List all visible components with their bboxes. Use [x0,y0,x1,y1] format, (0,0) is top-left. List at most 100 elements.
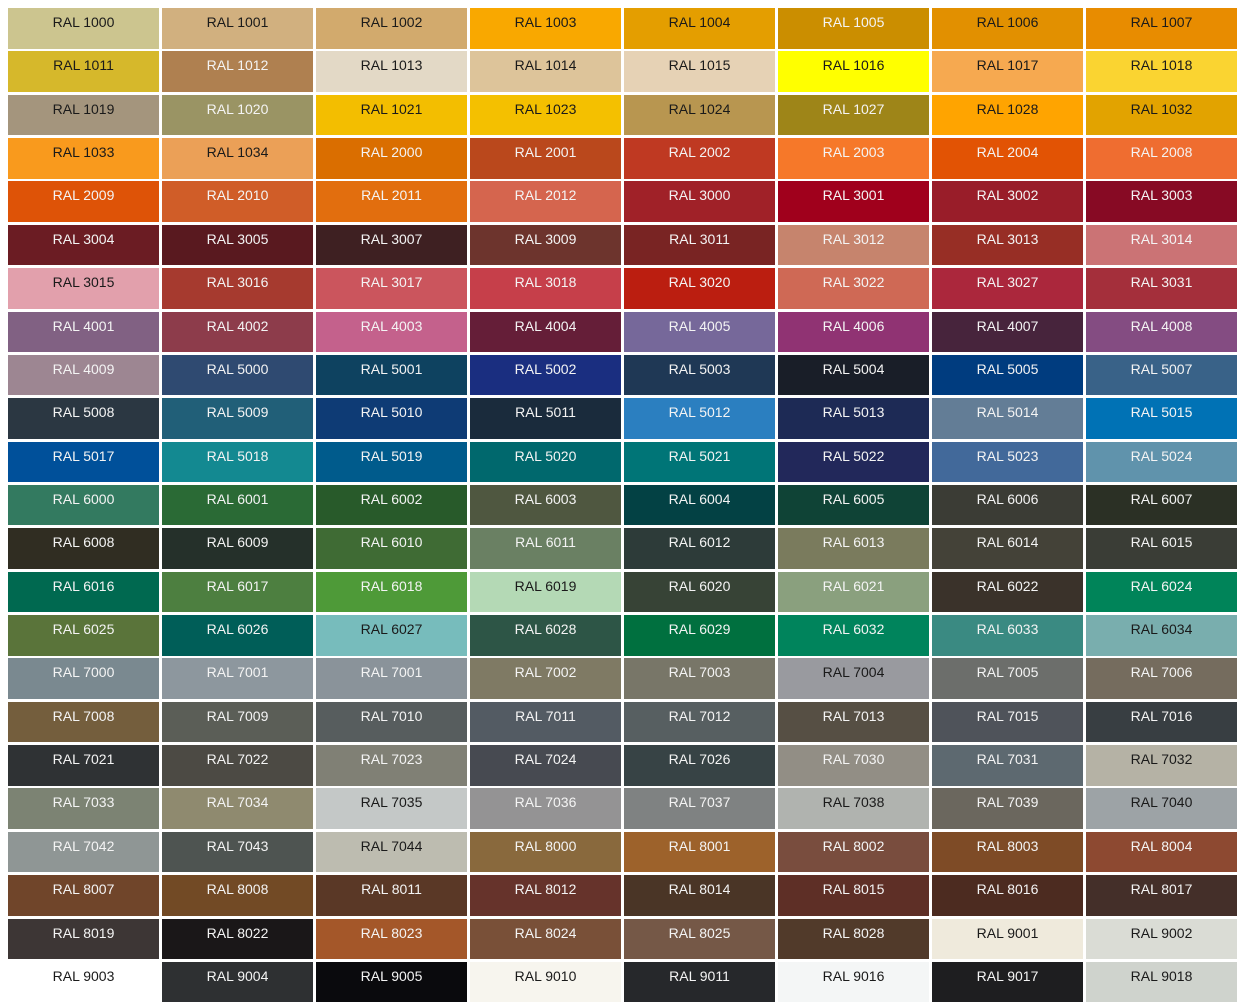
color-swatch-ral-3000[interactable]: RAL 3000 [624,181,775,222]
color-swatch-ral-6002[interactable]: RAL 6002 [316,484,467,526]
color-swatch-ral-2000[interactable]: RAL 2000 [316,138,467,179]
color-swatch-ral-6013[interactable]: RAL 6013 [778,528,929,569]
color-swatch-ral-6019[interactable]: RAL 6019 [470,571,621,613]
color-swatch-ral-5013[interactable]: RAL 5013 [778,398,929,439]
color-swatch-ral-7037[interactable]: RAL 7037 [624,788,775,829]
color-swatch-ral-7039[interactable]: RAL 7039 [932,788,1083,829]
color-swatch-ral-1034[interactable]: RAL 1034 [162,138,313,179]
color-swatch-ral-7024[interactable]: RAL 7024 [470,745,621,786]
color-swatch-ral-7040[interactable]: RAL 7040 [1086,788,1237,829]
color-swatch-ral-7030[interactable]: RAL 7030 [778,745,929,786]
color-swatch-ral-7023[interactable]: RAL 7023 [316,745,467,786]
color-swatch-ral-3027[interactable]: RAL 3027 [932,268,1083,309]
color-swatch-ral-7003[interactable]: RAL 7003 [624,658,775,699]
color-swatch-ral-1004[interactable]: RAL 1004 [624,8,775,49]
color-swatch-ral-7038[interactable]: RAL 7038 [778,788,929,829]
color-swatch-ral-8023[interactable]: RAL 8023 [316,918,467,960]
color-swatch-ral-5000[interactable]: RAL 5000 [162,354,313,396]
color-swatch-ral-4001[interactable]: RAL 4001 [8,311,159,353]
color-swatch-ral-4007[interactable]: RAL 4007 [932,311,1083,353]
color-swatch-ral-5018[interactable]: RAL 5018 [162,441,313,483]
color-swatch-ral-6007[interactable]: RAL 6007 [1086,484,1237,526]
color-swatch-ral-6025[interactable]: RAL 6025 [8,615,159,656]
color-swatch-ral-7004[interactable]: RAL 7004 [778,658,929,699]
color-swatch-ral-1019[interactable]: RAL 1019 [8,94,159,136]
color-swatch-ral-5005[interactable]: RAL 5005 [932,354,1083,396]
color-swatch-ral-7002[interactable]: RAL 7002 [470,658,621,699]
color-swatch-ral-5011[interactable]: RAL 5011 [470,398,621,439]
color-swatch-ral-2003[interactable]: RAL 2003 [778,138,929,179]
color-swatch-ral-2012[interactable]: RAL 2012 [470,181,621,222]
color-swatch-ral-6001[interactable]: RAL 6001 [162,484,313,526]
color-swatch-ral-1028[interactable]: RAL 1028 [932,94,1083,136]
color-swatch-ral-3009[interactable]: RAL 3009 [470,224,621,266]
color-swatch-ral-8014[interactable]: RAL 8014 [624,875,775,916]
color-swatch-ral-7042[interactable]: RAL 7042 [8,831,159,873]
color-swatch-ral-6017[interactable]: RAL 6017 [162,571,313,613]
color-swatch-ral-8016[interactable]: RAL 8016 [932,875,1083,916]
color-swatch-ral-2011[interactable]: RAL 2011 [316,181,467,222]
color-swatch-ral-4004[interactable]: RAL 4004 [470,311,621,353]
color-swatch-ral-3013[interactable]: RAL 3013 [932,224,1083,266]
color-swatch-ral-3016[interactable]: RAL 3016 [162,268,313,309]
color-swatch-ral-9018[interactable]: RAL 9018 [1086,961,1237,1003]
color-swatch-ral-1020[interactable]: RAL 1020 [162,94,313,136]
color-swatch-ral-5015[interactable]: RAL 5015 [1086,398,1237,439]
color-swatch-ral-6000[interactable]: RAL 6000 [8,484,159,526]
color-swatch-ral-5001[interactable]: RAL 5001 [316,354,467,396]
color-swatch-ral-6014[interactable]: RAL 6014 [932,528,1083,569]
color-swatch-ral-5010[interactable]: RAL 5010 [316,398,467,439]
color-swatch-ral-6016[interactable]: RAL 6016 [8,571,159,613]
color-swatch-ral-9004[interactable]: RAL 9004 [162,961,313,1003]
color-swatch-ral-8000[interactable]: RAL 8000 [470,831,621,873]
color-swatch-ral-7005[interactable]: RAL 7005 [932,658,1083,699]
color-swatch-ral-5012[interactable]: RAL 5012 [624,398,775,439]
color-swatch-ral-7008[interactable]: RAL 7008 [8,701,159,743]
color-swatch-ral-8001[interactable]: RAL 8001 [624,831,775,873]
color-swatch-ral-7022[interactable]: RAL 7022 [162,745,313,786]
color-swatch-ral-6028[interactable]: RAL 6028 [470,615,621,656]
color-swatch-ral-2004[interactable]: RAL 2004 [932,138,1083,179]
color-swatch-ral-1005[interactable]: RAL 1005 [778,8,929,49]
color-swatch-ral-9011[interactable]: RAL 9011 [624,961,775,1003]
color-swatch-ral-6034[interactable]: RAL 6034 [1086,615,1237,656]
color-swatch-ral-3031[interactable]: RAL 3031 [1086,268,1237,309]
color-swatch-ral-6004[interactable]: RAL 6004 [624,484,775,526]
color-swatch-ral-3012[interactable]: RAL 3012 [778,224,929,266]
color-swatch-ral-5017[interactable]: RAL 5017 [8,441,159,483]
color-swatch-ral-9016[interactable]: RAL 9016 [778,961,929,1003]
color-swatch-ral-7036[interactable]: RAL 7036 [470,788,621,829]
color-swatch-ral-1018[interactable]: RAL 1018 [1086,51,1237,92]
color-swatch-ral-6033[interactable]: RAL 6033 [932,615,1083,656]
color-swatch-ral-5024[interactable]: RAL 5024 [1086,441,1237,483]
color-swatch-ral-1033[interactable]: RAL 1033 [8,138,159,179]
color-swatch-ral-5003[interactable]: RAL 5003 [624,354,775,396]
color-swatch-ral-1017[interactable]: RAL 1017 [932,51,1083,92]
color-swatch-ral-2008[interactable]: RAL 2008 [1086,138,1237,179]
color-swatch-ral-2001[interactable]: RAL 2001 [470,138,621,179]
color-swatch-ral-3003[interactable]: RAL 3003 [1086,181,1237,222]
color-swatch-ral-7009[interactable]: RAL 7009 [162,701,313,743]
color-swatch-ral-3011[interactable]: RAL 3011 [624,224,775,266]
color-swatch-ral-1014[interactable]: RAL 1014 [470,51,621,92]
color-swatch-ral-4009[interactable]: RAL 4009 [8,354,159,396]
color-swatch-ral-7034[interactable]: RAL 7034 [162,788,313,829]
color-swatch-ral-8008[interactable]: RAL 8008 [162,875,313,916]
color-swatch-ral-8025[interactable]: RAL 8025 [624,918,775,960]
color-swatch-ral-1000[interactable]: RAL 1000 [8,8,159,49]
color-swatch-ral-3007[interactable]: RAL 3007 [316,224,467,266]
color-swatch-ral-1024[interactable]: RAL 1024 [624,94,775,136]
color-swatch-ral-7010[interactable]: RAL 7010 [316,701,467,743]
color-swatch-ral-5009[interactable]: RAL 5009 [162,398,313,439]
color-swatch-ral-7044[interactable]: RAL 7044 [316,831,467,873]
color-swatch-ral-9010[interactable]: RAL 9010 [470,961,621,1003]
color-swatch-ral-7031[interactable]: RAL 7031 [932,745,1083,786]
color-swatch-ral-3002[interactable]: RAL 3002 [932,181,1083,222]
color-swatch-ral-3014[interactable]: RAL 3014 [1086,224,1237,266]
color-swatch-ral-9003[interactable]: RAL 9003 [8,961,159,1003]
color-swatch-ral-5019[interactable]: RAL 5019 [316,441,467,483]
color-swatch-ral-6003[interactable]: RAL 6003 [470,484,621,526]
color-swatch-ral-6018[interactable]: RAL 6018 [316,571,467,613]
color-swatch-ral-5008[interactable]: RAL 5008 [8,398,159,439]
color-swatch-ral-1011[interactable]: RAL 1011 [8,51,159,92]
